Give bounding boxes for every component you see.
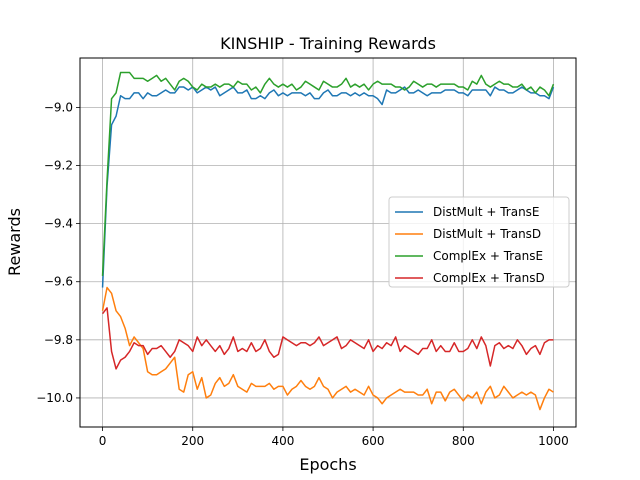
chart-title: KINSHIP - Training Rewards xyxy=(220,34,436,53)
y-tick-label: −9.4 xyxy=(44,217,73,231)
x-tick-label: 400 xyxy=(271,434,294,448)
y-tick-label: −9.8 xyxy=(44,333,73,347)
series-lines xyxy=(101,71,555,411)
x-tick-label: 200 xyxy=(181,434,204,448)
legend-label-distmult-transe: DistMult + TransE xyxy=(433,205,540,219)
legend-box xyxy=(388,196,570,288)
x-axis-label: Epochs xyxy=(299,455,356,474)
x-tick-label: 600 xyxy=(362,434,385,448)
x-tick-label: 0 xyxy=(99,434,107,448)
y-tick-label: −9.0 xyxy=(44,100,73,114)
legend-label-complex-transe: ComplEx + TransE xyxy=(433,249,543,263)
series-line-distmult-transd xyxy=(101,286,554,411)
y-tick-label: −9.6 xyxy=(44,275,73,289)
x-tick-label: 1000 xyxy=(538,434,569,448)
y-axis-label: Rewards xyxy=(5,208,24,276)
y-axis-ticks: −10.0 −9.8 −9.6 −9.4 −9.2 −9.0 xyxy=(36,100,80,405)
legend: DistMult + TransE DistMult + TransD ComplE… xyxy=(388,196,570,288)
series-line-complex-transd xyxy=(101,307,554,370)
series-line-complex-transe xyxy=(101,71,555,276)
y-tick-label: −10.0 xyxy=(36,391,73,405)
x-tick-label: 800 xyxy=(452,434,475,448)
y-tick-label: −9.2 xyxy=(44,159,73,173)
legend-label-distmult-transd: DistMult + TransD xyxy=(433,227,541,241)
legend-label-complex-transd: ComplEx + TransD xyxy=(433,271,545,285)
plot-frame xyxy=(79,57,577,428)
series-line-distmult-transe xyxy=(101,86,555,288)
x-axis-ticks: 0 200 400 600 800 1000 xyxy=(99,427,569,448)
